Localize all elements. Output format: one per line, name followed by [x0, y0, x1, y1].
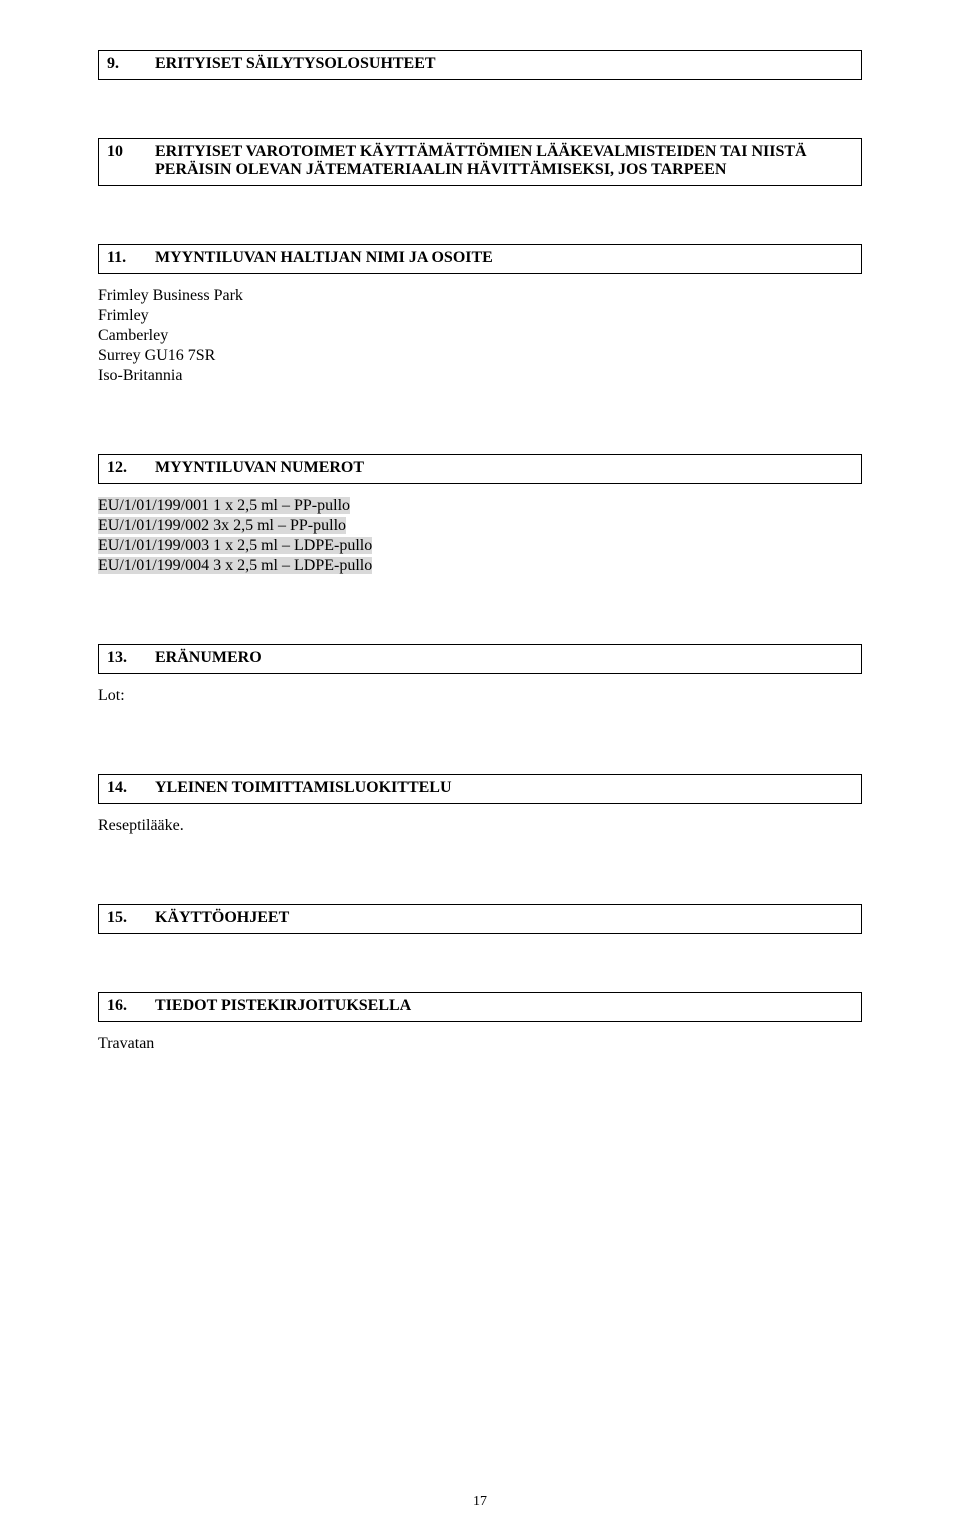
address-line-1: Frimley Business Park [98, 286, 862, 306]
authorisation-2: EU/1/01/199/002 3x 2,5 ml – PP-pullo [98, 517, 346, 534]
braille-block: Travatan [98, 1034, 862, 1054]
section-10-heading: 10 ERITYISET VAROTOIMET KÄYTTÄMÄTTÖMIEN … [98, 138, 862, 186]
section-14-number: 14. [107, 779, 155, 797]
authorisation-3: EU/1/01/199/003 1 x 2,5 ml – LDPE-pullo [98, 537, 372, 554]
section-11-title: MYYNTILUVAN HALTIJAN NIMI JA OSOITE [155, 249, 853, 267]
section-12-number: 12. [107, 459, 155, 477]
classification-text: Reseptilääke. [98, 816, 862, 836]
section-9-number: 9. [107, 55, 155, 73]
section-15-number: 15. [107, 909, 155, 927]
section-11-number: 11. [107, 249, 155, 267]
spacer [98, 92, 862, 120]
address-line-2: Frimley [98, 306, 862, 326]
section-9-title: ERITYISET SÄILYTYSOLOSUHTEET [155, 55, 853, 73]
classification-block: Reseptilääke. [98, 816, 862, 836]
section-14-title: YLEINEN TOIMITTAMISLUOKITTELU [155, 779, 853, 797]
batch-label: Lot: [98, 686, 862, 706]
address-line-3: Camberley [98, 326, 862, 346]
spacer [98, 728, 862, 756]
section-16-heading: 16. TIEDOT PISTEKIRJOITUKSELLA [98, 992, 862, 1022]
section-13-number: 13. [107, 649, 155, 667]
document-page: 9. ERITYISET SÄILYTYSOLOSUHTEET 10 ERITY… [0, 0, 960, 1534]
section-15-heading: 15. KÄYTTÖOHJEET [98, 904, 862, 934]
address-block: Frimley Business Park Frimley Camberley … [98, 286, 862, 386]
section-10-title: ERITYISET VAROTOIMET KÄYTTÄMÄTTÖMIEN LÄÄ… [155, 143, 853, 179]
authorisation-line-1: EU/1/01/199/001 1 x 2,5 ml – PP-pullo [98, 496, 862, 516]
section-16-number: 16. [107, 997, 155, 1015]
braille-text: Travatan [98, 1034, 862, 1054]
section-13-heading: 13. ERÄNUMERO [98, 644, 862, 674]
authorisation-line-3: EU/1/01/199/003 1 x 2,5 ml – LDPE-pullo [98, 536, 862, 556]
section-11-heading: 11. MYYNTILUVAN HALTIJAN NIMI JA OSOITE [98, 244, 862, 274]
authorisation-line-2: EU/1/01/199/002 3x 2,5 ml – PP-pullo [98, 516, 862, 536]
section-9-heading: 9. ERITYISET SÄILYTYSOLOSUHTEET [98, 50, 862, 80]
section-10-number: 10 [107, 143, 155, 179]
section-12-title: MYYNTILUVAN NUMEROT [155, 459, 853, 477]
authorisation-4: EU/1/01/199/004 3 x 2,5 ml – LDPE-pullo [98, 557, 372, 574]
section-12-heading: 12. MYYNTILUVAN NUMEROT [98, 454, 862, 484]
section-14-heading: 14. YLEINEN TOIMITTAMISLUOKITTELU [98, 774, 862, 804]
spacer [98, 598, 862, 626]
spacer [98, 946, 862, 974]
authorisation-numbers-block: EU/1/01/199/001 1 x 2,5 ml – PP-pullo EU… [98, 496, 862, 576]
spacer [98, 198, 862, 226]
section-15-title: KÄYTTÖOHJEET [155, 909, 853, 927]
spacer [98, 858, 862, 886]
batch-block: Lot: [98, 686, 862, 706]
section-16-title: TIEDOT PISTEKIRJOITUKSELLA [155, 997, 853, 1015]
page-number: 17 [0, 1494, 960, 1510]
section-13-title: ERÄNUMERO [155, 649, 853, 667]
authorisation-line-4: EU/1/01/199/004 3 x 2,5 ml – LDPE-pullo [98, 556, 862, 576]
address-line-4: Surrey GU16 7SR [98, 346, 862, 366]
spacer [98, 408, 862, 436]
authorisation-1: EU/1/01/199/001 1 x 2,5 ml – PP-pullo [98, 497, 350, 514]
address-line-5: Iso-Britannia [98, 366, 862, 386]
